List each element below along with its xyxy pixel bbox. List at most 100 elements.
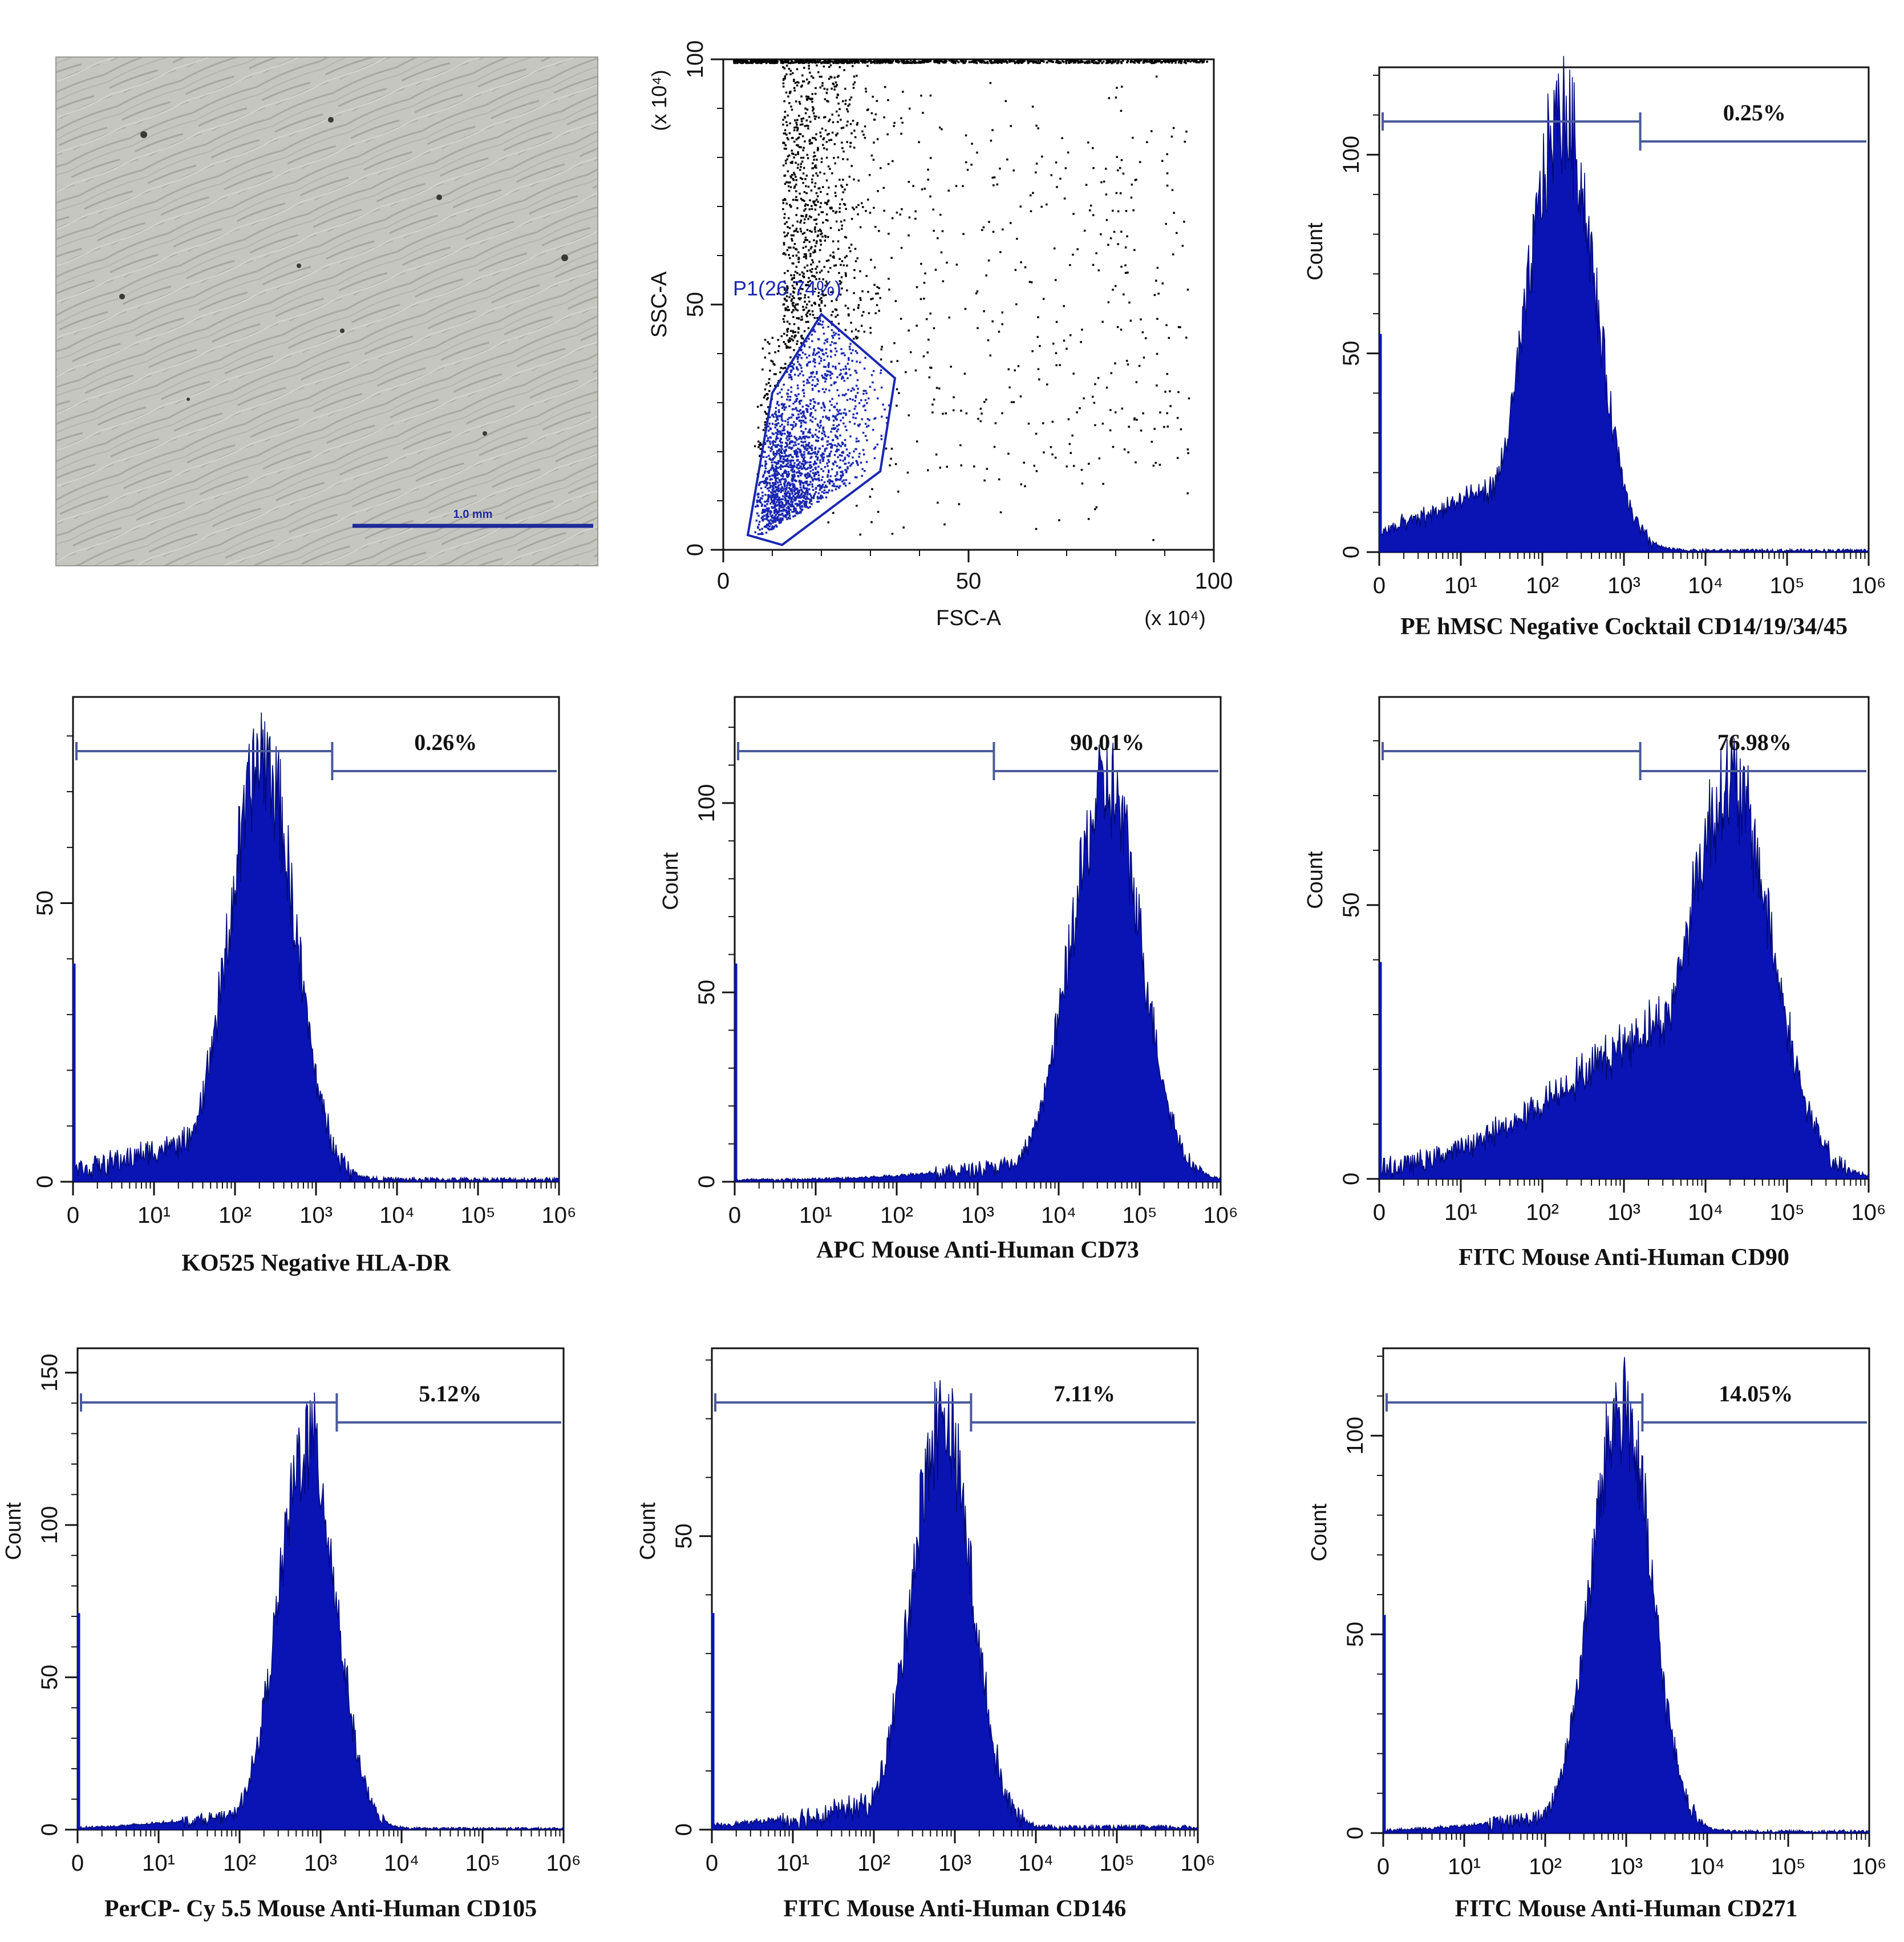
histogram-x-label: PE hMSC Negative Cocktail CD14/19/34/45: [1400, 614, 1848, 640]
histogram-distribution: [1383, 1357, 1870, 1835]
histogram-y-tick-label: 50: [33, 890, 58, 916]
histogram-y-tick-label: 0: [37, 1823, 62, 1836]
histogram-x-tick-label: 10³: [304, 1851, 337, 1876]
histogram-gate-bracket: [80, 1393, 561, 1432]
histogram-y-tick-label: 50: [671, 1523, 696, 1549]
scatter-points: [733, 59, 1208, 541]
histogram-x-tick-label: 10²: [880, 1203, 913, 1228]
histogram-x-tick-label: 10⁵: [465, 1851, 500, 1876]
histogram-x-tick-label: 0: [1373, 1200, 1386, 1225]
histogram-x-tick-label: 10¹: [1444, 1200, 1477, 1225]
histogram-x-tick-label: 10³: [1607, 573, 1640, 598]
histogram-x-tick-label: 10⁵: [1769, 573, 1804, 598]
histogram-gate-percent: 7.11%: [1054, 1381, 1115, 1406]
histogram-gate-bracket: [1382, 112, 1866, 151]
scatter-points-ungated: [754, 64, 1190, 541]
histogram-x-tick-label: 10¹: [1448, 1854, 1481, 1879]
histogram-y-tick-label: 0: [694, 1175, 719, 1188]
scatter-points-gated: [754, 319, 890, 538]
histogram-x-tick-label: 10⁴: [384, 1851, 419, 1876]
histogram-x-tick-label: 10²: [1526, 1200, 1559, 1225]
histogram-gate-percent: 5.12%: [419, 1381, 481, 1406]
scatter-y-tick-label: 100: [683, 40, 708, 79]
histogram-y-tick-label: 150: [37, 1353, 62, 1392]
histogram-distribution: [711, 1380, 1198, 1831]
histogram-y-label: Count: [1307, 1503, 1331, 1562]
histogram-x-tick-label: 10⁶: [542, 1203, 577, 1228]
histogram-distribution: [1379, 737, 1869, 1179]
histogram-x-tick-label: 10⁴: [1018, 1851, 1054, 1876]
histogram-gate-percent: 0.26%: [414, 729, 477, 755]
scatter-y-multiplier: (x 10⁴): [647, 70, 671, 131]
histogram-x-tick-label: 10⁶: [546, 1851, 581, 1876]
scatter-x-tick-label: 100: [1195, 569, 1233, 594]
histogram-gate-percent: 76.98%: [1717, 729, 1792, 755]
histogram-x-tick-label: 10³: [938, 1851, 971, 1876]
histogram-x-label: FITC Mouse Anti-Human CD90: [1459, 1244, 1789, 1271]
micrograph-image: [56, 57, 598, 566]
scatter-x-tick-label: 0: [717, 569, 730, 594]
histogram-gate-bracket: [1382, 742, 1866, 780]
histogram-x-tick-label: 10³: [299, 1203, 333, 1228]
histogram-hla-dr: 0.26% 0 10¹ 10² 10³ 10⁴ 10⁵ 10⁶ 0 50 KO525 Negativ…: [33, 696, 577, 1276]
histogram-x-tick-label: 0: [1377, 1854, 1389, 1879]
histogram-distribution: [1379, 56, 1869, 554]
histogram-y-label: Count: [1303, 222, 1327, 281]
scatter-y-label: SSC-A: [647, 271, 671, 338]
histogram-x-tick-label: 10⁴: [1690, 1854, 1725, 1879]
scatter-points-saturated: [733, 59, 1208, 64]
histogram-x-tick-label: 10²: [218, 1203, 252, 1228]
histogram-y-tick-label: 0: [33, 1175, 58, 1188]
scatter-y-tick-label: 0: [683, 544, 708, 556]
histogram-y-tick-label: 0: [1343, 1827, 1368, 1839]
histogram-y-tick-label: 100: [694, 784, 719, 822]
histogram-y-tick-label: 100: [1339, 136, 1364, 174]
histogram-x-label: FITC Mouse Anti-Human CD271: [1455, 1896, 1798, 1922]
histogram-y-tick-label: 50: [1339, 893, 1364, 918]
histogram-x-tick-label: 10¹: [142, 1851, 175, 1876]
histogram-x-tick-label: 10¹: [799, 1203, 832, 1228]
histogram-cd271: 14.05% 0 10¹ 10² 10³ 10⁴ 10⁵ 10⁶ 0 50 100 Count FITC…: [1307, 1347, 1886, 1922]
histogram-distribution: [77, 1392, 564, 1831]
histogram-x-tick-label: 10²: [1529, 1854, 1562, 1879]
histogram-x-label: APC Mouse Anti-Human CD73: [816, 1237, 1139, 1263]
histogram-y-label: Count: [2, 1502, 26, 1560]
histogram-y-tick-label: 100: [1343, 1417, 1368, 1455]
micrograph-panel: 1.0 mm: [55, 56, 598, 566]
histogram-x-tick-label: 10⁴: [1688, 1200, 1723, 1225]
histogram-cd146: 7.11% 0 10¹ 10² 10³ 10⁴ 10⁵ 10⁶ 0 50 Count FITC Mou…: [636, 1347, 1215, 1922]
histogram-x-tick-label: 0: [706, 1851, 718, 1876]
histogram-x-tick-label: 0: [1373, 573, 1386, 598]
histogram-x-label: FITC Mouse Anti-Human CD146: [784, 1896, 1127, 1922]
histogram-x-tick-label: 10⁶: [1852, 1200, 1886, 1225]
histogram-x-tick-label: 10⁵: [1122, 1203, 1157, 1228]
histogram-x-label: PerCP- Cy 5.5 Mouse Anti-Human CD105: [104, 1896, 537, 1922]
histogram-y-tick-label: 0: [1339, 546, 1364, 558]
histogram-cd105: 5.12% 0 10¹ 10² 10³ 10⁴ 10⁵ 10⁶ 0 50 100 150 Count Pe…: [2, 1347, 581, 1922]
scatter-panel: P1(26.74%) 0 50 100 0 50 100 FSC-A (x 10⁴) SS…: [647, 40, 1233, 630]
histogram-cd73: 90.01% 0 10¹ 10² 10³ 10⁴ 10⁵ 10⁶ 0 50 100 Count APC …: [659, 696, 1238, 1263]
histogram-gate-bracket: [75, 742, 557, 780]
histogram-x-tick-label: 10⁵: [1769, 1200, 1804, 1225]
micrograph-debris: [119, 117, 568, 436]
histogram-x-tick-label: 10²: [223, 1851, 256, 1876]
histogram-x-tick-label: 0: [67, 1203, 79, 1228]
histogram-gate-bracket: [737, 742, 1218, 780]
scale-bar-label: 1.0 mm: [453, 508, 493, 521]
histogram-distribution: [72, 712, 560, 1183]
histogram-x-tick-label: 10⁴: [1688, 573, 1723, 598]
histogram-x-tick-label: 10³: [1607, 1200, 1640, 1225]
histogram-x-tick-label: 10¹: [776, 1851, 809, 1876]
scatter-x-tick-label: 50: [956, 569, 982, 594]
histogram-cd90: 76.98% 0 10¹ 10² 10³ 10⁴ 10⁵ 10⁶ 0 50 Count FITC Mo…: [1303, 696, 1886, 1271]
histogram-x-tick-label: 10⁵: [1099, 1851, 1134, 1876]
histogram-y-tick-label: 50: [694, 980, 719, 1006]
histogram-pe-negative-cocktail: 0.25% 0 10¹ 10² 10³ 10⁴ 10⁵ 10⁶ 0 50 100 Count PE hM…: [1303, 56, 1886, 640]
histogram-y-label: Count: [636, 1502, 660, 1560]
histogram-gate-percent: 0.25%: [1723, 100, 1786, 125]
histogram-gate-bracket: [714, 1393, 1196, 1432]
histogram-x-tick-label: 10¹: [137, 1203, 171, 1228]
histogram-x-tick-label: 10²: [857, 1851, 890, 1876]
histogram-y-tick-label: 0: [671, 1823, 696, 1836]
